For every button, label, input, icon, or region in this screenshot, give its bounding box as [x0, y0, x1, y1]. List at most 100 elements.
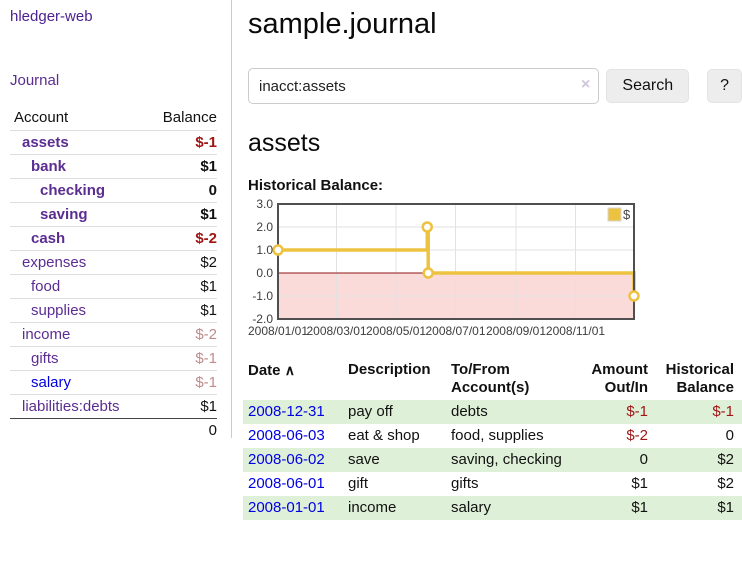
account-link[interactable]: expenses: [22, 254, 87, 271]
transaction-accounts: saving, checking: [451, 451, 562, 468]
register-header-description: Description: [348, 361, 431, 378]
transaction-amount: $1: [631, 475, 648, 492]
account-row: supplies $1: [10, 298, 217, 323]
sidebar: hledger-web Journal Account Balance asse…: [0, 0, 232, 439]
transaction-date-link[interactable]: 2008-06-03: [248, 427, 325, 444]
account-row: gifts $-1: [10, 346, 217, 371]
account-balance: $-2: [195, 326, 217, 343]
account-balance: $2: [200, 254, 217, 271]
account-balance: $1: [200, 206, 217, 223]
search-input[interactable]: [248, 68, 600, 104]
transaction-balance: $2: [717, 451, 734, 468]
account-link[interactable]: checking: [40, 182, 106, 199]
account-link[interactable]: bank: [31, 158, 67, 175]
account-balance: $1: [200, 278, 217, 295]
x-tick-label: 2008/07/01: [425, 324, 485, 338]
transaction-balance: $1: [717, 499, 734, 516]
transaction-description: income: [348, 499, 397, 516]
transaction-description: save: [348, 451, 380, 468]
account-balance: $1: [200, 302, 217, 319]
account-link[interactable]: food: [31, 278, 61, 295]
account-heading: assets: [248, 129, 321, 157]
transaction-accounts: debts: [451, 403, 488, 420]
register-header-accounts: To/From Account(s): [451, 361, 530, 396]
transaction-amount: $1: [631, 499, 648, 516]
account-row: bank $1: [10, 154, 217, 179]
y-tick-label: 1.0: [256, 243, 273, 257]
x-tick-label: 2008/11/01: [546, 324, 605, 338]
transaction-balance: $2: [717, 475, 734, 492]
account-link[interactable]: income: [22, 326, 71, 343]
account-link[interactable]: gifts: [31, 350, 59, 367]
account-balance: $-1: [195, 350, 217, 367]
data-point: [272, 244, 284, 256]
register-header-date[interactable]: Date ∧: [248, 362, 295, 379]
register-row: 2008-06-03 eat & shop food, supplies $-2 0: [243, 424, 742, 448]
account-row: food $1: [10, 274, 217, 299]
y-tick-label: 3.0: [256, 198, 273, 211]
help-button[interactable]: ?: [707, 69, 742, 103]
y-tick-label: -1.0: [252, 289, 273, 303]
transaction-balance: 0: [725, 427, 734, 444]
account-row: assets $-1: [10, 130, 217, 155]
account-link[interactable]: salary: [31, 374, 72, 391]
plot-border: [277, 203, 635, 320]
search-form: × Search ?: [248, 68, 742, 104]
transaction-amount: $-2: [626, 427, 648, 444]
page-title: sample.journal: [248, 8, 437, 40]
transaction-accounts: salary: [451, 499, 492, 516]
sort-asc-icon: ∧: [284, 362, 295, 378]
legend-label: $: [623, 207, 631, 222]
account-row: expenses $2: [10, 250, 217, 275]
accounts-header-balance: Balance: [162, 109, 217, 126]
legend-swatch: [607, 207, 622, 222]
account-row: liabilities:debts $1: [10, 394, 217, 419]
account-link[interactable]: supplies: [31, 302, 87, 319]
y-tick-label: 2.0: [256, 220, 273, 234]
account-balance: $1: [200, 398, 217, 415]
accounts-total: 0: [208, 422, 217, 439]
clear-search-icon[interactable]: ×: [581, 76, 591, 93]
account-row: cash $-2: [10, 226, 217, 251]
y-tick-label: -2.0: [252, 312, 273, 326]
data-point: [628, 290, 640, 302]
transaction-accounts: gifts: [451, 475, 479, 492]
x-tick-label: 2008/09/01: [486, 324, 546, 338]
register-row: 2008-12-31 pay off debts $-1 $-1: [243, 400, 742, 424]
y-tick-label: 0.0: [256, 266, 273, 280]
register-row: 2008-06-02 save saving, checking 0 $2: [243, 448, 742, 472]
transaction-date-link[interactable]: 2008-12-31: [248, 403, 325, 420]
account-balance: $-1: [195, 374, 217, 391]
account-balance: $-1: [195, 134, 217, 151]
account-row: salary $-1: [10, 370, 217, 395]
account-link[interactable]: assets: [22, 134, 69, 151]
transaction-description: eat & shop: [348, 427, 420, 444]
account-link[interactable]: liabilities:debts: [22, 398, 120, 415]
accounts-table: Account Balance assets $-1 bank $1 checking 0…: [10, 107, 217, 442]
transaction-description: gift: [348, 475, 369, 492]
register-table: Date ∧ Description To/From Account(s) Am…: [243, 358, 742, 520]
register-header-amount: Amount Out/In: [591, 361, 648, 396]
transaction-accounts: food, supplies: [451, 427, 544, 444]
transaction-date-link[interactable]: 2008-06-02: [248, 451, 325, 468]
transaction-amount: $-1: [626, 403, 648, 420]
account-balance: $-2: [195, 230, 217, 247]
data-point: [422, 267, 434, 279]
sidebar-item-journal[interactable]: Journal: [10, 72, 60, 89]
search-button[interactable]: Search: [606, 69, 690, 103]
register-row: 2008-06-01 gift gifts $1 $2: [243, 472, 742, 496]
transaction-balance: $-1: [712, 403, 734, 420]
app-brand-link[interactable]: hledger-web: [10, 8, 93, 25]
chart-canvas: $3.0 2.0 1.0 0.0 -1.0 -2.02008/01/012008/03/0…: [248, 197, 640, 338]
transaction-date-link[interactable]: 2008-06-01: [248, 475, 325, 492]
x-tick-label: 2008/01/01: [248, 324, 308, 338]
account-link[interactable]: saving: [40, 206, 88, 223]
register-row: 2008-01-01 income salary $1 $1: [243, 496, 742, 520]
data-point: [421, 221, 433, 233]
account-row: checking 0: [10, 178, 217, 203]
account-link[interactable]: cash: [31, 230, 66, 247]
accounts-header-account: Account: [14, 109, 69, 126]
transaction-date-link[interactable]: 2008-01-01: [248, 499, 325, 516]
accounts-total-row: 0: [10, 418, 217, 443]
transaction-amount: 0: [639, 451, 648, 468]
